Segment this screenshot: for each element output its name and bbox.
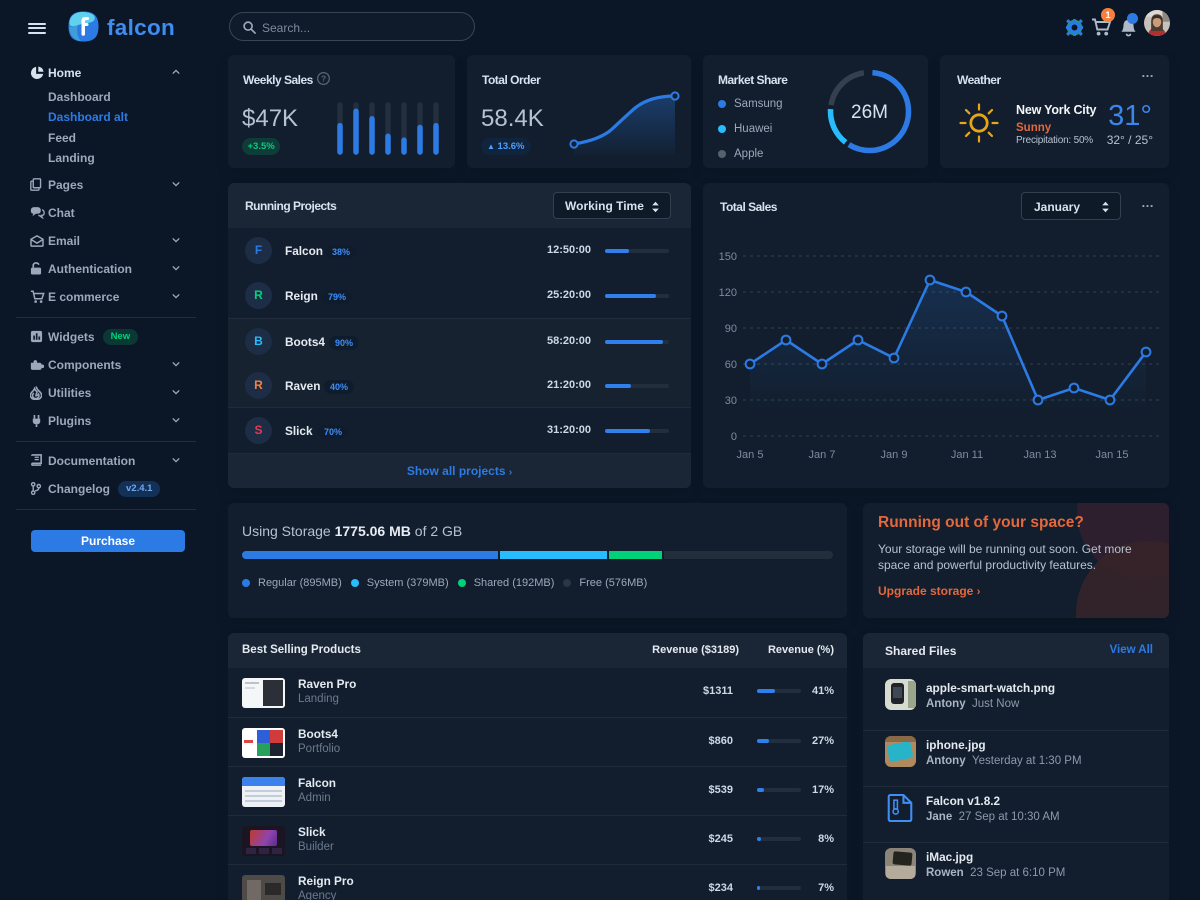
svg-text:?: ?: [321, 73, 326, 83]
svg-text:Jan 9: Jan 9: [881, 449, 908, 461]
svg-text:Jan 15: Jan 15: [1095, 449, 1128, 461]
svg-text:120: 120: [719, 287, 737, 299]
svg-text:Jan 7: Jan 7: [809, 449, 836, 461]
svg-text:90: 90: [725, 323, 737, 335]
svg-text:Jan 13: Jan 13: [1023, 449, 1056, 461]
svg-text:60: 60: [725, 359, 737, 371]
svg-text:26M: 26M: [851, 102, 888, 123]
svg-text:0: 0: [731, 431, 737, 443]
svg-text:Jan 11: Jan 11: [951, 449, 983, 461]
svg-text:Jan 5: Jan 5: [737, 449, 764, 461]
svg-text:150: 150: [719, 251, 737, 263]
svg-text:30: 30: [725, 395, 737, 407]
